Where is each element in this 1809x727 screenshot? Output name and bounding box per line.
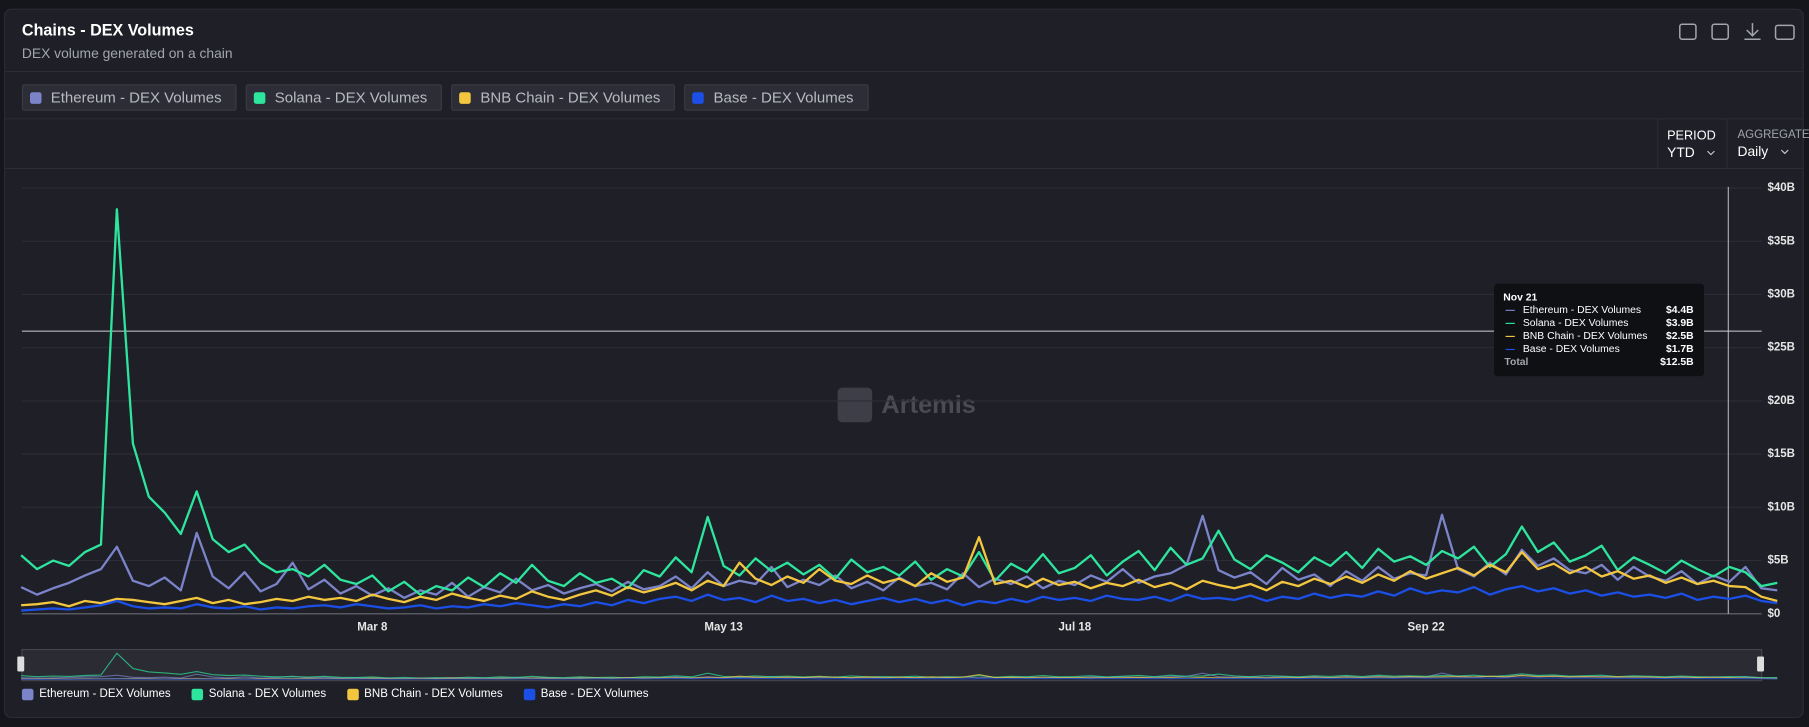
tooltip-series-name: Ethereum - DEX Volumes — [1523, 305, 1641, 316]
bottom-legend: Ethereum - DEX Volumes Solana - DEX Volum… — [21, 687, 649, 701]
x-tick-label: May 13 — [704, 622, 742, 634]
download-icon[interactable] — [1744, 23, 1761, 40]
top-legend: Ethereum - DEX Volumes Solana - DEX Volum… — [21, 84, 869, 111]
tooltip-series-name: Base - DEX Volumes — [1523, 344, 1620, 355]
legend-swatch — [523, 688, 535, 700]
tooltip-series-name: BNB Chain - DEX Volumes — [1523, 331, 1648, 342]
legend-chip[interactable]: Solana - DEX Volumes — [245, 84, 443, 111]
tooltip-value: $2.5B — [1666, 331, 1694, 342]
legend-label: Base - DEX Volumes — [713, 88, 854, 107]
y-tick-label: $30B — [1767, 289, 1795, 301]
dropdown-arrow[interactable] — [1780, 149, 1789, 155]
tooltip-total: $12.5B — [1660, 357, 1694, 368]
legend-swatch — [346, 688, 359, 700]
legend-item[interactable]: Base - DEX Volumes — [523, 687, 649, 701]
legend-label: Solana - DEX Volumes — [274, 88, 428, 107]
aggregate-label: AGGREGATE — [1737, 129, 1809, 141]
y-tick-label: $5B — [1767, 555, 1788, 567]
series-line — [20, 208, 1778, 596]
legend-chip[interactable]: Base - DEX Volumes — [684, 84, 869, 111]
legend-label: Base - DEX Volumes — [540, 687, 649, 701]
plot — [20, 208, 1778, 680]
legend-label: BNB Chain - DEX Volumes — [364, 687, 503, 701]
navigator-line — [21, 677, 1778, 680]
y-tick-label: $0 — [1767, 608, 1780, 620]
x-tick-label: Jul 18 — [1059, 622, 1092, 634]
panel-background — [4, 8, 1804, 719]
aggregate-value[interactable]: Daily — [1737, 143, 1768, 159]
tooltip-value: $1.7B — [1666, 344, 1694, 355]
y-tick-label: $15B — [1767, 448, 1795, 460]
legend-item[interactable]: Solana - DEX Volumes — [191, 687, 327, 701]
legend-swatch — [191, 688, 203, 700]
sum-icon[interactable] — [1711, 23, 1729, 40]
legend-swatch — [29, 91, 42, 104]
navigator-handle[interactable] — [1757, 656, 1765, 672]
legend-chip[interactable]: BNB Chain - DEX Volumes — [451, 84, 676, 111]
grid — [21, 187, 1762, 615]
legend-item[interactable]: BNB Chain - DEX Volumes — [346, 687, 503, 701]
legend-item[interactable]: Ethereum - DEX Volumes — [21, 687, 171, 701]
y-tick-label: $10B — [1767, 501, 1795, 513]
tooltip-value: $4.4B — [1666, 305, 1694, 316]
embed-icon[interactable] — [1679, 23, 1697, 40]
legend-swatch — [459, 91, 472, 104]
y-tick-label: $40B — [1767, 182, 1795, 194]
tooltip-date: Nov 21 — [1503, 292, 1537, 303]
x-tick-label: Sep 22 — [1408, 622, 1445, 634]
watermark-text: Artemis — [881, 391, 976, 419]
x-tick-label: Mar 8 — [357, 622, 388, 634]
series-line — [21, 584, 1778, 612]
dropdown-arrow[interactable] — [1707, 150, 1715, 156]
navigator-handle[interactable] — [17, 656, 25, 672]
tooltip-total-label: Total — [1504, 357, 1528, 368]
period-label: PERIOD — [1667, 128, 1716, 142]
legend-chip[interactable]: Ethereum - DEX Volumes — [21, 84, 237, 111]
chart-title: Chains - DEX Volumes — [22, 21, 194, 39]
legend-label: BNB Chain - DEX Volumes — [480, 88, 661, 107]
camera-icon[interactable] — [1774, 24, 1795, 40]
period-value[interactable]: YTD — [1667, 144, 1695, 160]
y-tick-label: $25B — [1767, 342, 1795, 354]
legend-label: Ethereum - DEX Volumes — [39, 687, 171, 701]
chart-subtitle: DEX volume generated on a chain — [22, 45, 233, 61]
y-tick-label: $20B — [1767, 395, 1795, 407]
legend-label: Ethereum - DEX Volumes — [50, 88, 222, 107]
y-tick-label: $35B — [1767, 235, 1795, 247]
legend-swatch — [253, 91, 266, 104]
legend-label: Solana - DEX Volumes — [208, 687, 327, 701]
watermark: Artemis — [837, 387, 976, 423]
watermark-logo — [837, 387, 873, 423]
tooltip-series-name: Solana - DEX Volumes — [1523, 318, 1629, 329]
toolbar-icons[interactable] — [1679, 23, 1795, 40]
series-line — [21, 536, 1778, 608]
tooltip-value: $3.9B — [1666, 318, 1694, 329]
tooltip: Nov 21 Total $12.5B Ethereum - DEX Volum… — [1494, 283, 1705, 377]
tooltip-background — [1494, 283, 1705, 377]
legend-swatch — [21, 688, 34, 700]
legend-swatch — [692, 91, 705, 104]
